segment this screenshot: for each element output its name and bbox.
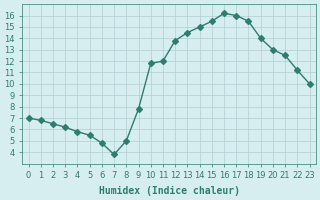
X-axis label: Humidex (Indice chaleur): Humidex (Indice chaleur) [99,186,240,196]
